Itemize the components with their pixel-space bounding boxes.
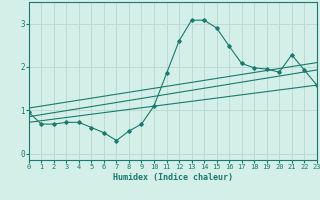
X-axis label: Humidex (Indice chaleur): Humidex (Indice chaleur) bbox=[113, 173, 233, 182]
